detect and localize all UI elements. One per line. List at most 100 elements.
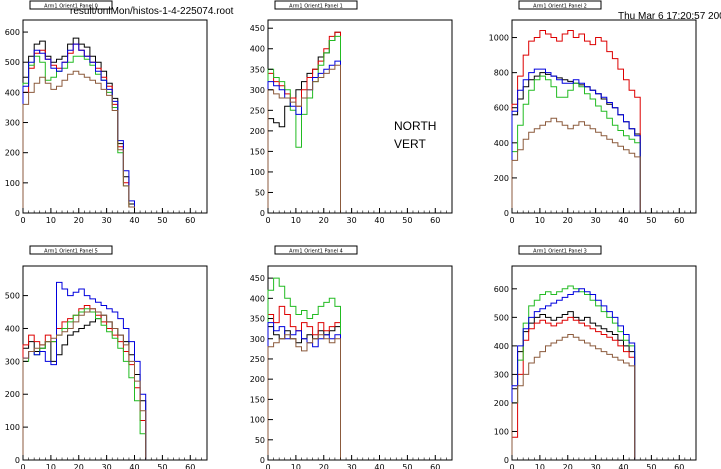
y-tick-label: 0 (15, 456, 20, 465)
y-tick-label: 500 (494, 313, 509, 322)
series-black (511, 311, 636, 460)
y-tick-label: 100 (250, 416, 265, 425)
y-tick-label: 400 (5, 324, 20, 333)
x-tick-label: 40 (374, 216, 384, 225)
y-tick-label: 0 (504, 209, 509, 218)
panel-title: Arm1 Orient1 Panel 2 (533, 4, 587, 10)
y-tick-label: 1000 (489, 34, 509, 43)
x-tick-label: 0 (20, 463, 25, 469)
series-green (511, 285, 636, 460)
series-black (267, 326, 341, 460)
x-tick-label: 20 (74, 216, 84, 225)
x-tick-label: 10 (535, 216, 545, 225)
x-tick-label: 50 (646, 463, 656, 469)
plot-frame (511, 19, 697, 214)
y-tick-label: 150 (250, 147, 265, 156)
x-tick-label: 40 (129, 216, 139, 225)
y-tick-label: 0 (15, 209, 20, 218)
x-tick-label: 20 (563, 216, 573, 225)
y-tick-label: 800 (494, 69, 509, 78)
x-tick-label: 0 (265, 216, 270, 225)
y-tick-label: 400 (494, 139, 509, 148)
y-tick-label: 200 (250, 375, 265, 384)
annotation-vert: VERT (394, 137, 426, 151)
panel-title: Arm1 Orient1 Panel 4 (289, 249, 343, 255)
panel-title-tab (518, 245, 602, 255)
x-tick-label: 30 (347, 216, 357, 225)
histogram-panel-5: Arm1 Orient1 Panel 30 10 20 30 40 50 600100200… (494, 245, 697, 469)
series-blue (511, 68, 641, 213)
y-tick-label: 300 (5, 357, 20, 366)
y-tick-label: 50 (255, 188, 265, 197)
x-tick-label: 60 (674, 216, 684, 225)
y-tick-label: 300 (5, 119, 20, 128)
x-tick-label: 30 (591, 216, 601, 225)
x-tick-label: 40 (618, 463, 628, 469)
series-blue (22, 43, 135, 213)
y-tick-label: 400 (5, 88, 20, 97)
series-blue (22, 281, 147, 460)
series-green (22, 308, 147, 460)
y-tick-label: 500 (5, 58, 20, 67)
x-tick-label: 60 (674, 463, 684, 469)
y-tick-label: 250 (250, 106, 265, 115)
y-tick-label: 300 (250, 335, 265, 344)
x-tick-label: 40 (129, 463, 139, 469)
histogram-panel-1: Arm1 Orient1 Panel 1 0 10 20 30 40 50 60 0 50 100 1… (250, 0, 453, 225)
y-tick-label: 600 (494, 285, 509, 294)
x-tick-label: 10 (535, 463, 545, 469)
y-tick-label: 300 (494, 370, 509, 379)
x-tick-label: 0 (265, 463, 270, 469)
y-tick-label: 600 (5, 28, 20, 37)
x-tick-label: 20 (563, 463, 573, 469)
x-tick-label: 10 (291, 463, 301, 469)
series-brown (267, 334, 341, 460)
x-tick-label: 60 (430, 216, 440, 225)
x-tick-label: 20 (319, 216, 329, 225)
y-tick-label: 200 (250, 127, 265, 136)
y-tick-label: 100 (250, 168, 265, 177)
plot-frame (22, 19, 208, 214)
x-tick-label: 20 (74, 463, 84, 469)
x-tick-label: 30 (102, 216, 112, 225)
histogram-panel-0: Arm1 Orient1 Panel 00 10 20 30 40 50 600100200… (5, 0, 208, 225)
series-brown (511, 117, 641, 213)
x-tick-label: 50 (402, 463, 412, 469)
histogram-panel-2: Arm1 Orient1 Panel 20 10 20 30 40 50 600200400… (489, 0, 697, 225)
y-tick-label: 450 (250, 274, 265, 283)
series-red (511, 316, 636, 460)
panel-title: Arm1 Orient1 Panel 3 (533, 249, 587, 255)
y-tick-label: 100 (5, 179, 20, 188)
x-tick-label: 60 (185, 216, 195, 225)
x-tick-label: 50 (402, 216, 412, 225)
x-tick-label: 40 (374, 463, 384, 469)
y-tick-label: 0 (260, 209, 265, 218)
x-tick-label: 10 (291, 216, 301, 225)
x-tick-label: 0 (20, 216, 25, 225)
panel-title-tab (29, 245, 113, 255)
y-tick-label: 100 (5, 423, 20, 432)
series-blue (267, 322, 341, 460)
x-tick-label: 30 (591, 463, 601, 469)
y-tick-label: 200 (5, 149, 20, 158)
series-red (267, 305, 341, 460)
y-tick-label: 250 (250, 355, 265, 364)
x-tick-label: 30 (102, 463, 112, 469)
y-tick-label: 50 (255, 436, 265, 445)
y-tick-label: 350 (250, 65, 265, 74)
y-tick-label: 400 (494, 342, 509, 351)
y-tick-label: 0 (504, 456, 509, 465)
x-tick-label: 50 (157, 463, 167, 469)
x-tick-label: 0 (509, 216, 514, 225)
panel-title-tab (518, 0, 602, 10)
y-tick-label: 200 (494, 399, 509, 408)
x-tick-label: 50 (646, 216, 656, 225)
y-tick-label: 0 (260, 456, 265, 465)
panel-title: Arm1 Orient1 Panel 5 (44, 249, 98, 255)
series-brown (22, 308, 147, 460)
y-tick-label: 400 (250, 294, 265, 303)
y-tick-label: 450 (250, 24, 265, 33)
y-tick-label: 600 (494, 104, 509, 113)
series-brown (511, 334, 636, 460)
